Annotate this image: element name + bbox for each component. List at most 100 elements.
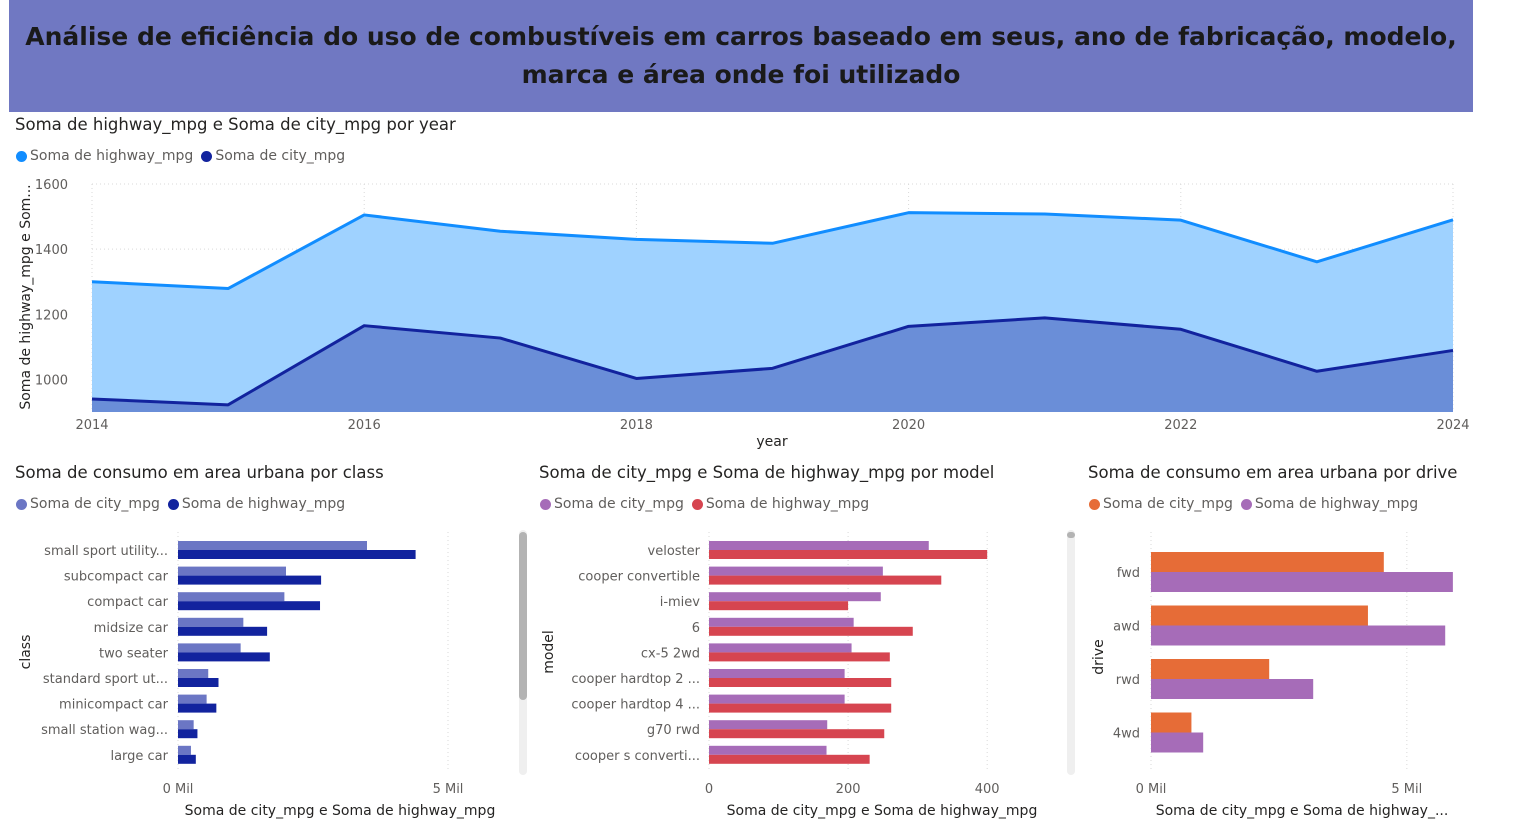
legend-label: Soma de city_mpg	[215, 148, 346, 164]
category-label: small station wag...	[41, 723, 168, 738]
x-axis-title: Soma de city_mpg e Soma de highway_...	[1156, 803, 1449, 819]
bar-city	[178, 566, 286, 576]
dashboard-title-banner: Análise de eficiência do uso de combustí…	[9, 0, 1473, 112]
y-axis-title: class	[18, 635, 34, 670]
bar-city	[1151, 659, 1270, 679]
x-tick-label: 400	[975, 782, 1000, 797]
bar-city	[709, 720, 828, 730]
x-tick-label: 5 Mil	[433, 782, 464, 797]
category-label: large car	[110, 749, 168, 764]
drive-bar-chart-visual[interactable]: Soma de consumo em area urbana por drive…	[1080, 460, 1537, 825]
bar-city	[709, 694, 845, 704]
category-label: g70 rwd	[647, 723, 700, 738]
bar-highway	[178, 652, 270, 662]
bar-city	[709, 669, 845, 678]
legend-label: Soma de city_mpg	[554, 496, 684, 512]
bar-city	[178, 643, 241, 653]
bar-city	[178, 541, 367, 550]
category-label: midsize car	[94, 621, 169, 636]
legend-item-highway[interactable]: Soma de highway_mpg	[691, 496, 870, 512]
x-tick-label: 2020	[892, 418, 925, 433]
x-axis-title: Soma de city_mpg e Soma de highway_mpg	[727, 803, 1038, 819]
legend-marker	[201, 150, 213, 162]
x-tick-label: 2016	[348, 418, 381, 433]
bar-city	[709, 592, 881, 602]
legend-item-city[interactable]: Soma de city_mpg	[16, 496, 160, 512]
category-label: i-miev	[660, 595, 701, 610]
x-axis-title: Soma de city_mpg e Soma de highway_mpg	[185, 803, 496, 819]
scrollbar-thumb[interactable]	[1067, 532, 1075, 538]
legend-label: Soma de highway_mpg	[181, 496, 346, 512]
bar-highway	[709, 754, 870, 764]
legend-item-highway[interactable]: Soma de highway_mpg	[1240, 496, 1419, 512]
bar-highway	[1151, 732, 1204, 753]
legend-label: Soma de highway_mpg	[30, 148, 194, 164]
legend-item-highway[interactable]: Soma de highway_mpg	[167, 496, 346, 512]
x-tick-label: 2024	[1436, 418, 1469, 433]
bar-city	[709, 643, 852, 653]
y-tick-label: 1600	[35, 178, 68, 193]
legend-item-highway[interactable]: Soma de highway_mpg	[16, 148, 193, 164]
class-bar-chart-visual[interactable]: Soma de consumo em area urbana por class…	[0, 460, 530, 825]
scrollbar-thumb[interactable]	[519, 532, 527, 700]
bar-highway	[709, 601, 849, 611]
category-label: cooper hardtop 4 ...	[571, 698, 700, 713]
category-label: standard sport ut...	[43, 672, 168, 687]
legend-marker	[540, 498, 551, 510]
category-label: cooper hardtop 2 ...	[571, 672, 700, 687]
model-bar-chart-visual[interactable]: Soma de city_mpg e Soma de highway_mpg p…	[530, 460, 1080, 825]
bar-highway	[709, 729, 885, 739]
legend-label: Soma de highway_mpg	[1254, 496, 1419, 512]
year-area-plot: year Soma de highway_mpg e Som... 1000 12…	[18, 178, 1470, 450]
bar-highway	[709, 652, 890, 662]
x-tick-label: 0	[705, 782, 713, 797]
legend-label: Soma de highway_mpg	[705, 496, 870, 512]
bar-city	[709, 745, 827, 755]
chart-title: Soma de highway_mpg e Soma de city_mpg p…	[15, 115, 456, 134]
dashboard-title: Análise de eficiência do uso de combustí…	[25, 22, 1457, 89]
bar-city	[178, 617, 244, 627]
legend-item-city[interactable]: Soma de city_mpg	[1089, 496, 1233, 512]
legend-marker	[691, 498, 703, 510]
class-bar-plot: Soma de city_mpg e Soma de highway_mpg c…	[18, 532, 496, 819]
year-area-chart-visual[interactable]: Soma de highway_mpg e Soma de city_mpg p…	[0, 112, 1490, 457]
legend-item-city[interactable]: Soma de city_mpg	[540, 496, 684, 512]
x-tick-label: 2014	[75, 418, 108, 433]
y-tick-label: 1000	[35, 373, 68, 388]
area-series-city	[92, 317, 1453, 412]
x-tick-label: 0 Mil	[163, 782, 194, 797]
category-label: small sport utility...	[44, 544, 168, 559]
model-bar-plot: Soma de city_mpg e Soma de highway_mpg m…	[541, 532, 1038, 819]
y-axis-title: model	[541, 630, 557, 674]
category-label: minicompact car	[59, 698, 169, 713]
category-label: cx-5 2wd	[641, 646, 700, 661]
bar-highway	[178, 729, 198, 739]
bar-highway	[709, 550, 988, 559]
legend-item-city[interactable]: Soma de city_mpg	[201, 148, 345, 164]
scrollbar-track[interactable]	[1067, 530, 1075, 775]
bar-highway	[178, 754, 196, 764]
category-label: veloster	[648, 544, 701, 559]
bar-highway	[178, 550, 416, 559]
y-tick-label: 1400	[35, 243, 68, 258]
category-label: two seater	[99, 646, 169, 661]
chart-legend[interactable]: Soma de city_mpg Soma de highway_mpg	[1089, 496, 1418, 512]
x-axis-title: year	[756, 434, 787, 450]
legend-label: Soma de city_mpg	[1103, 496, 1233, 512]
chart-legend[interactable]: Soma de highway_mpg Soma de city_mpg	[16, 148, 345, 164]
legend-marker	[16, 150, 27, 162]
chart-title: Soma de consumo em area urbana por drive	[1088, 463, 1458, 482]
chart-legend[interactable]: Soma de city_mpg Soma de highway_mpg	[540, 496, 869, 512]
category-label: compact car	[87, 595, 168, 610]
y-axis-title: drive	[1091, 639, 1107, 674]
bar-city	[1151, 712, 1192, 733]
category-label: subcompact car	[64, 570, 169, 585]
bar-city	[178, 745, 191, 755]
legend-label: Soma de city_mpg	[30, 496, 160, 512]
bar-highway	[1151, 679, 1314, 699]
bar-highway	[709, 626, 913, 636]
x-tick-label: 2022	[1164, 418, 1197, 433]
bar-city	[1151, 552, 1384, 572]
chart-legend[interactable]: Soma de city_mpg Soma de highway_mpg	[16, 496, 345, 512]
x-tick-label: 5 Mil	[1391, 782, 1422, 797]
